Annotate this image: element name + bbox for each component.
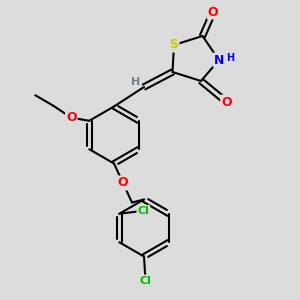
Text: Cl: Cl bbox=[140, 275, 152, 286]
Text: O: O bbox=[118, 176, 128, 190]
Text: N: N bbox=[214, 53, 224, 67]
Text: H: H bbox=[131, 76, 140, 87]
Text: O: O bbox=[66, 111, 76, 124]
Text: O: O bbox=[208, 5, 218, 19]
Text: S: S bbox=[169, 38, 178, 52]
Text: H: H bbox=[226, 52, 235, 63]
Text: O: O bbox=[221, 95, 232, 109]
Text: Cl: Cl bbox=[137, 206, 149, 216]
